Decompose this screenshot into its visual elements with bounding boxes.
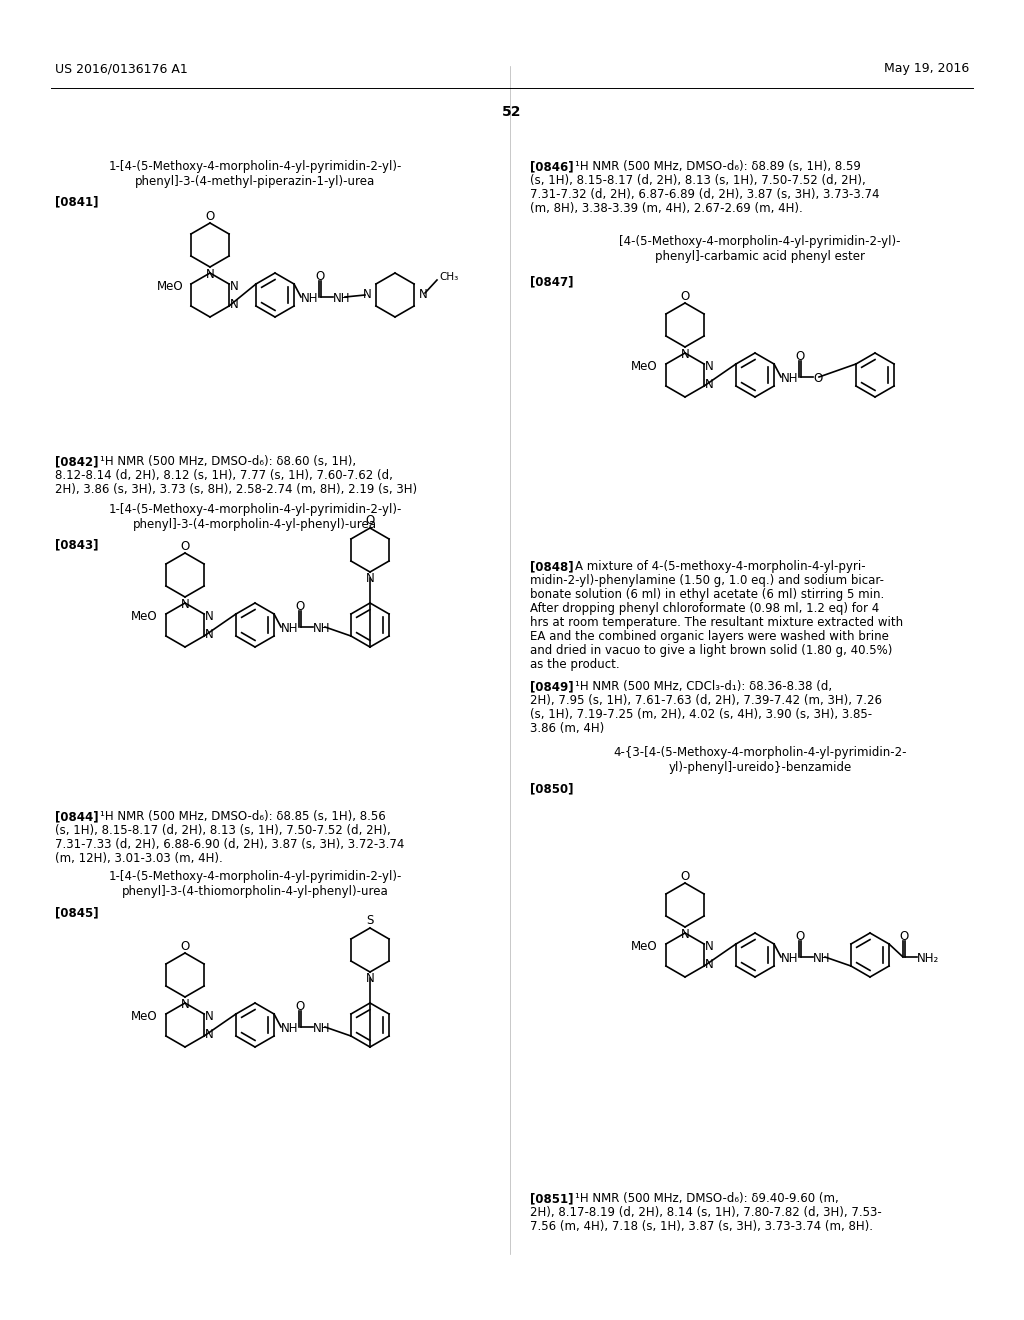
Text: [0851]: [0851] xyxy=(530,1192,573,1205)
Text: O: O xyxy=(796,351,805,363)
Text: NH: NH xyxy=(333,293,350,305)
Text: O: O xyxy=(899,931,908,944)
Text: O: O xyxy=(180,940,189,953)
Text: 2H), 7.95 (s, 1H), 7.61-7.63 (d, 2H), 7.39-7.42 (m, 3H), 7.26: 2H), 7.95 (s, 1H), 7.61-7.63 (d, 2H), 7.… xyxy=(530,694,882,708)
Text: May 19, 2016: May 19, 2016 xyxy=(884,62,969,75)
Text: as the product.: as the product. xyxy=(530,657,620,671)
Text: (s, 1H), 7.19-7.25 (m, 2H), 4.02 (s, 4H), 3.90 (s, 3H), 3.85-: (s, 1H), 7.19-7.25 (m, 2H), 4.02 (s, 4H)… xyxy=(530,708,872,721)
Text: and dried in vacuo to give a light brown solid (1.80 g, 40.5%): and dried in vacuo to give a light brown… xyxy=(530,644,892,657)
Text: MeO: MeO xyxy=(632,940,658,953)
Text: O: O xyxy=(680,289,689,302)
Text: N: N xyxy=(205,610,213,623)
Text: NH: NH xyxy=(313,623,331,635)
Text: phenyl]-carbamic acid phenyl ester: phenyl]-carbamic acid phenyl ester xyxy=(655,249,865,263)
Text: [0844]: [0844] xyxy=(55,810,98,822)
Text: N: N xyxy=(681,928,689,940)
Text: yl)-phenyl]-ureido}-benzamide: yl)-phenyl]-ureido}-benzamide xyxy=(669,762,852,774)
Text: 1-[4-(5-Methoxy-4-morpholin-4-yl-pyrimidin-2-yl)-: 1-[4-(5-Methoxy-4-morpholin-4-yl-pyrimid… xyxy=(109,503,401,516)
Text: 2H), 8.17-8.19 (d, 2H), 8.14 (s, 1H), 7.80-7.82 (d, 3H), 7.53-: 2H), 8.17-8.19 (d, 2H), 8.14 (s, 1H), 7.… xyxy=(530,1206,882,1218)
Text: NH: NH xyxy=(813,953,830,965)
Text: 4-{3-[4-(5-Methoxy-4-morpholin-4-yl-pyrimidin-2-: 4-{3-[4-(5-Methoxy-4-morpholin-4-yl-pyri… xyxy=(613,746,906,759)
Text: 52: 52 xyxy=(502,106,522,119)
Text: N: N xyxy=(180,998,189,1011)
Text: MeO: MeO xyxy=(131,1011,158,1023)
Text: N: N xyxy=(419,289,427,301)
Text: N: N xyxy=(180,598,189,610)
Text: CH₃: CH₃ xyxy=(439,272,459,282)
Text: N: N xyxy=(205,1027,213,1040)
Text: N: N xyxy=(705,359,714,372)
Text: [4-(5-Methoxy-4-morpholin-4-yl-pyrimidin-2-yl)-: [4-(5-Methoxy-4-morpholin-4-yl-pyrimidin… xyxy=(620,235,901,248)
Text: NH: NH xyxy=(281,623,299,635)
Text: [0842]: [0842] xyxy=(55,455,98,469)
Text: O: O xyxy=(680,870,689,883)
Text: phenyl]-3-(4-methyl-piperazin-1-yl)-urea: phenyl]-3-(4-methyl-piperazin-1-yl)-urea xyxy=(135,176,375,187)
Text: NH: NH xyxy=(313,1023,331,1035)
Text: [0849]: [0849] xyxy=(530,680,573,693)
Text: A mixture of 4-(5-methoxy-4-morpholin-4-yl-pyri-: A mixture of 4-(5-methoxy-4-morpholin-4-… xyxy=(575,560,865,573)
Text: N: N xyxy=(362,289,372,301)
Text: O: O xyxy=(366,515,375,528)
Text: (s, 1H), 8.15-8.17 (d, 2H), 8.13 (s, 1H), 7.50-7.52 (d, 2H),: (s, 1H), 8.15-8.17 (d, 2H), 8.13 (s, 1H)… xyxy=(530,174,865,187)
Text: ¹H NMR (500 MHz, DMSO-d₆): δ8.85 (s, 1H), 8.56: ¹H NMR (500 MHz, DMSO-d₆): δ8.85 (s, 1H)… xyxy=(100,810,386,822)
Text: O: O xyxy=(796,931,805,944)
Text: NH: NH xyxy=(281,1023,299,1035)
Text: N: N xyxy=(705,957,714,970)
Text: NH₂: NH₂ xyxy=(918,953,939,965)
Text: N: N xyxy=(366,973,375,986)
Text: O: O xyxy=(813,372,822,385)
Text: MeO: MeO xyxy=(632,360,658,374)
Text: O: O xyxy=(295,601,304,614)
Text: [0843]: [0843] xyxy=(55,539,98,550)
Text: hrs at room temperature. The resultant mixture extracted with: hrs at room temperature. The resultant m… xyxy=(530,616,903,630)
Text: (s, 1H), 8.15-8.17 (d, 2H), 8.13 (s, 1H), 7.50-7.52 (d, 2H),: (s, 1H), 8.15-8.17 (d, 2H), 8.13 (s, 1H)… xyxy=(55,824,391,837)
Text: MeO: MeO xyxy=(157,281,183,293)
Text: 8.12-8.14 (d, 2H), 8.12 (s, 1H), 7.77 (s, 1H), 7.60-7.62 (d,: 8.12-8.14 (d, 2H), 8.12 (s, 1H), 7.77 (s… xyxy=(55,469,393,482)
Text: midin-2-yl)-phenylamine (1.50 g, 1.0 eq.) and sodium bicar-: midin-2-yl)-phenylamine (1.50 g, 1.0 eq.… xyxy=(530,574,884,587)
Text: [0846]: [0846] xyxy=(530,160,573,173)
Text: NH: NH xyxy=(781,953,799,965)
Text: 7.56 (m, 4H), 7.18 (s, 1H), 3.87 (s, 3H), 3.73-3.74 (m, 8H).: 7.56 (m, 4H), 7.18 (s, 1H), 3.87 (s, 3H)… xyxy=(530,1220,873,1233)
Text: 1-[4-(5-Methoxy-4-morpholin-4-yl-pyrimidin-2-yl)-: 1-[4-(5-Methoxy-4-morpholin-4-yl-pyrimid… xyxy=(109,870,401,883)
Text: N: N xyxy=(681,347,689,360)
Text: ¹H NMR (500 MHz, DMSO-d₆): δ8.60 (s, 1H),: ¹H NMR (500 MHz, DMSO-d₆): δ8.60 (s, 1H)… xyxy=(100,455,356,469)
Text: 2H), 3.86 (s, 3H), 3.73 (s, 8H), 2.58-2.74 (m, 8H), 2.19 (s, 3H): 2H), 3.86 (s, 3H), 3.73 (s, 8H), 2.58-2.… xyxy=(55,483,417,496)
Text: N: N xyxy=(229,280,239,293)
Text: [0847]: [0847] xyxy=(530,275,573,288)
Text: O: O xyxy=(180,540,189,553)
Text: (m, 8H), 3.38-3.39 (m, 4H), 2.67-2.69 (m, 4H).: (m, 8H), 3.38-3.39 (m, 4H), 2.67-2.69 (m… xyxy=(530,202,803,215)
Text: US 2016/0136176 A1: US 2016/0136176 A1 xyxy=(55,62,187,75)
Text: 1-[4-(5-Methoxy-4-morpholin-4-yl-pyrimidin-2-yl)-: 1-[4-(5-Methoxy-4-morpholin-4-yl-pyrimid… xyxy=(109,160,401,173)
Text: EA and the combined organic layers were washed with brine: EA and the combined organic layers were … xyxy=(530,630,889,643)
Text: MeO: MeO xyxy=(131,610,158,623)
Text: 7.31-7.33 (d, 2H), 6.88-6.90 (d, 2H), 3.87 (s, 3H), 3.72-3.74: 7.31-7.33 (d, 2H), 6.88-6.90 (d, 2H), 3.… xyxy=(55,838,404,851)
Text: (m, 12H), 3.01-3.03 (m, 4H).: (m, 12H), 3.01-3.03 (m, 4H). xyxy=(55,851,223,865)
Text: NH: NH xyxy=(781,372,799,385)
Text: [0850]: [0850] xyxy=(530,781,573,795)
Text: 3.86 (m, 4H): 3.86 (m, 4H) xyxy=(530,722,604,735)
Text: After dropping phenyl chloroformate (0.98 ml, 1.2 eq) for 4: After dropping phenyl chloroformate (0.9… xyxy=(530,602,880,615)
Text: [0841]: [0841] xyxy=(55,195,98,209)
Text: N: N xyxy=(705,378,714,391)
Text: N: N xyxy=(705,940,714,953)
Text: N: N xyxy=(205,627,213,640)
Text: O: O xyxy=(295,1001,304,1014)
Text: O: O xyxy=(206,210,215,223)
Text: bonate solution (6 ml) in ethyl acetate (6 ml) stirring 5 min.: bonate solution (6 ml) in ethyl acetate … xyxy=(530,587,885,601)
Text: 7.31-7.32 (d, 2H), 6.87-6.89 (d, 2H), 3.87 (s, 3H), 3.73-3.74: 7.31-7.32 (d, 2H), 6.87-6.89 (d, 2H), 3.… xyxy=(530,187,880,201)
Text: N: N xyxy=(366,573,375,586)
Text: ¹H NMR (500 MHz, DMSO-d₆): δ8.89 (s, 1H), 8.59: ¹H NMR (500 MHz, DMSO-d₆): δ8.89 (s, 1H)… xyxy=(575,160,861,173)
Text: N: N xyxy=(229,297,239,310)
Text: [0845]: [0845] xyxy=(55,906,98,919)
Text: S: S xyxy=(367,915,374,928)
Text: NH: NH xyxy=(301,293,318,305)
Text: phenyl]-3-(4-thiomorpholin-4-yl-phenyl)-urea: phenyl]-3-(4-thiomorpholin-4-yl-phenyl)-… xyxy=(122,884,388,898)
Text: ¹H NMR (500 MHz, CDCl₃-d₁): δ8.36-8.38 (d,: ¹H NMR (500 MHz, CDCl₃-d₁): δ8.36-8.38 (… xyxy=(575,680,833,693)
Text: N: N xyxy=(205,1010,213,1023)
Text: N: N xyxy=(206,268,214,281)
Text: phenyl]-3-(4-morpholin-4-yl-phenyl)-urea: phenyl]-3-(4-morpholin-4-yl-phenyl)-urea xyxy=(133,517,377,531)
Text: ¹H NMR (500 MHz, DMSO-d₆): δ9.40-9.60 (m,: ¹H NMR (500 MHz, DMSO-d₆): δ9.40-9.60 (m… xyxy=(575,1192,839,1205)
Text: O: O xyxy=(315,271,325,284)
Text: [0848]: [0848] xyxy=(530,560,573,573)
